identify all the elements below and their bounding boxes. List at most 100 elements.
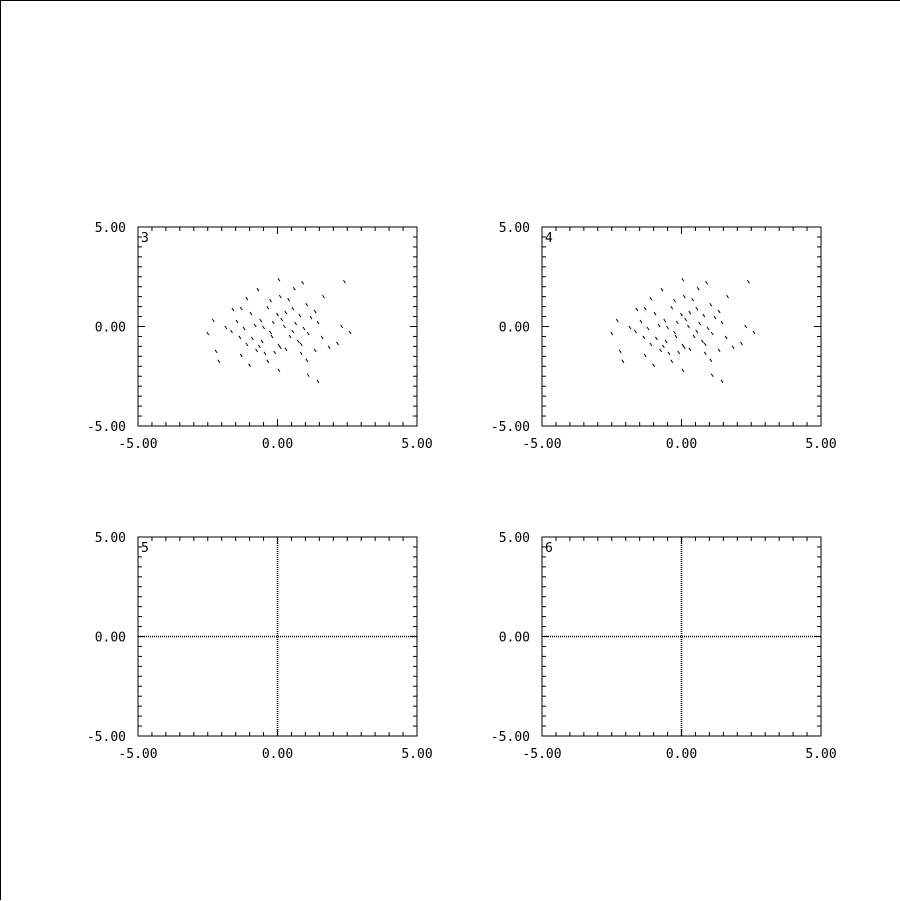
data-point bbox=[263, 351, 267, 356]
data-point bbox=[288, 334, 292, 339]
data-point bbox=[250, 336, 254, 341]
y-tick-label: -5.00 bbox=[87, 730, 126, 745]
data-point bbox=[294, 321, 298, 326]
data-point bbox=[664, 339, 668, 344]
data-point bbox=[653, 311, 657, 316]
data-point bbox=[709, 358, 713, 363]
x-tick-label: 5.00 bbox=[401, 437, 432, 452]
chart-panel-6: -5.00 0.00 5.00 -5.00 0.00 5.00 6 bbox=[491, 531, 837, 762]
data-point bbox=[695, 306, 699, 311]
data-point bbox=[287, 297, 291, 302]
x-tick-label: -5.00 bbox=[118, 747, 157, 762]
data-point bbox=[238, 335, 242, 340]
data-point bbox=[245, 296, 249, 301]
data-point bbox=[291, 329, 295, 334]
data-point bbox=[239, 306, 243, 311]
data-point bbox=[713, 315, 717, 320]
data-point bbox=[277, 368, 281, 373]
data-point bbox=[214, 349, 218, 354]
data-point bbox=[660, 287, 664, 292]
data-point bbox=[698, 321, 702, 326]
data-point bbox=[273, 350, 277, 355]
chart-panel-3: -5.00 0.00 5.00 -5.00 0.00 5.00 3 bbox=[87, 221, 433, 452]
panel-label: 5 bbox=[141, 541, 149, 556]
data-point bbox=[706, 326, 710, 331]
y-tick-label: 0.00 bbox=[499, 631, 530, 646]
data-point bbox=[256, 287, 260, 292]
data-point bbox=[235, 319, 239, 324]
data-point bbox=[327, 345, 331, 350]
data-point bbox=[305, 358, 309, 363]
data-point bbox=[675, 320, 679, 325]
axis-ticks bbox=[541, 536, 822, 737]
data-point bbox=[298, 313, 302, 318]
data-point bbox=[710, 373, 714, 378]
data-point bbox=[284, 310, 288, 315]
plot-frame bbox=[541, 226, 822, 427]
data-point bbox=[703, 342, 707, 347]
data-point bbox=[674, 334, 678, 339]
data-point bbox=[269, 298, 272, 303]
data-point bbox=[621, 359, 625, 364]
data-point bbox=[670, 305, 674, 310]
data-point bbox=[695, 329, 699, 334]
data-point bbox=[278, 294, 282, 299]
panel-label: 3 bbox=[141, 231, 149, 246]
y-tick-label: 5.00 bbox=[499, 531, 530, 546]
data-point bbox=[316, 379, 320, 384]
data-point bbox=[231, 307, 235, 312]
data-point bbox=[717, 348, 721, 353]
data-point bbox=[309, 315, 313, 320]
data-point bbox=[260, 339, 264, 344]
data-point bbox=[731, 345, 735, 350]
data-point bbox=[249, 311, 253, 316]
x-tick-label: 5.00 bbox=[805, 747, 836, 762]
y-tick-label: 0.00 bbox=[499, 321, 530, 336]
data-point bbox=[313, 348, 317, 353]
data-point bbox=[634, 329, 637, 334]
data-point bbox=[628, 325, 632, 330]
plot-frame bbox=[137, 226, 418, 427]
chart-panel-5: -5.00 0.00 5.00 -5.00 0.00 5.00 5 bbox=[87, 531, 433, 762]
data-point bbox=[720, 379, 724, 384]
data-point bbox=[720, 320, 724, 325]
y-tick-label: -5.00 bbox=[491, 730, 530, 745]
data-point bbox=[642, 335, 646, 340]
data-point bbox=[292, 286, 296, 291]
data-point bbox=[297, 339, 300, 344]
x-tick-label: 0.00 bbox=[666, 747, 697, 762]
data-point bbox=[688, 310, 692, 315]
data-point bbox=[259, 318, 263, 323]
data-point bbox=[692, 334, 696, 339]
data-point bbox=[348, 330, 352, 335]
data-point bbox=[654, 336, 658, 341]
data-point bbox=[703, 351, 707, 356]
data-point bbox=[649, 296, 653, 301]
data-point bbox=[248, 363, 252, 368]
y-tick-label: -5.00 bbox=[491, 420, 530, 435]
data-point bbox=[643, 353, 647, 358]
data-point bbox=[211, 318, 215, 323]
data-point bbox=[646, 326, 650, 331]
data-point bbox=[681, 277, 685, 282]
x-tick-label: 5.00 bbox=[805, 437, 836, 452]
data-point bbox=[709, 302, 713, 307]
data-point bbox=[696, 286, 700, 291]
data-point bbox=[661, 344, 665, 349]
data-point bbox=[740, 341, 743, 346]
data-point bbox=[687, 324, 690, 329]
data-point bbox=[269, 330, 272, 335]
data-point bbox=[673, 298, 676, 303]
data-point bbox=[610, 331, 614, 336]
scatter-points bbox=[206, 277, 352, 384]
plot-frame bbox=[137, 536, 418, 737]
data-point bbox=[239, 353, 243, 358]
data-point bbox=[717, 309, 721, 314]
data-point bbox=[643, 306, 647, 311]
data-point bbox=[217, 359, 221, 364]
x-tick-label: -5.00 bbox=[118, 437, 157, 452]
data-point bbox=[299, 342, 303, 347]
data-point bbox=[336, 341, 339, 346]
